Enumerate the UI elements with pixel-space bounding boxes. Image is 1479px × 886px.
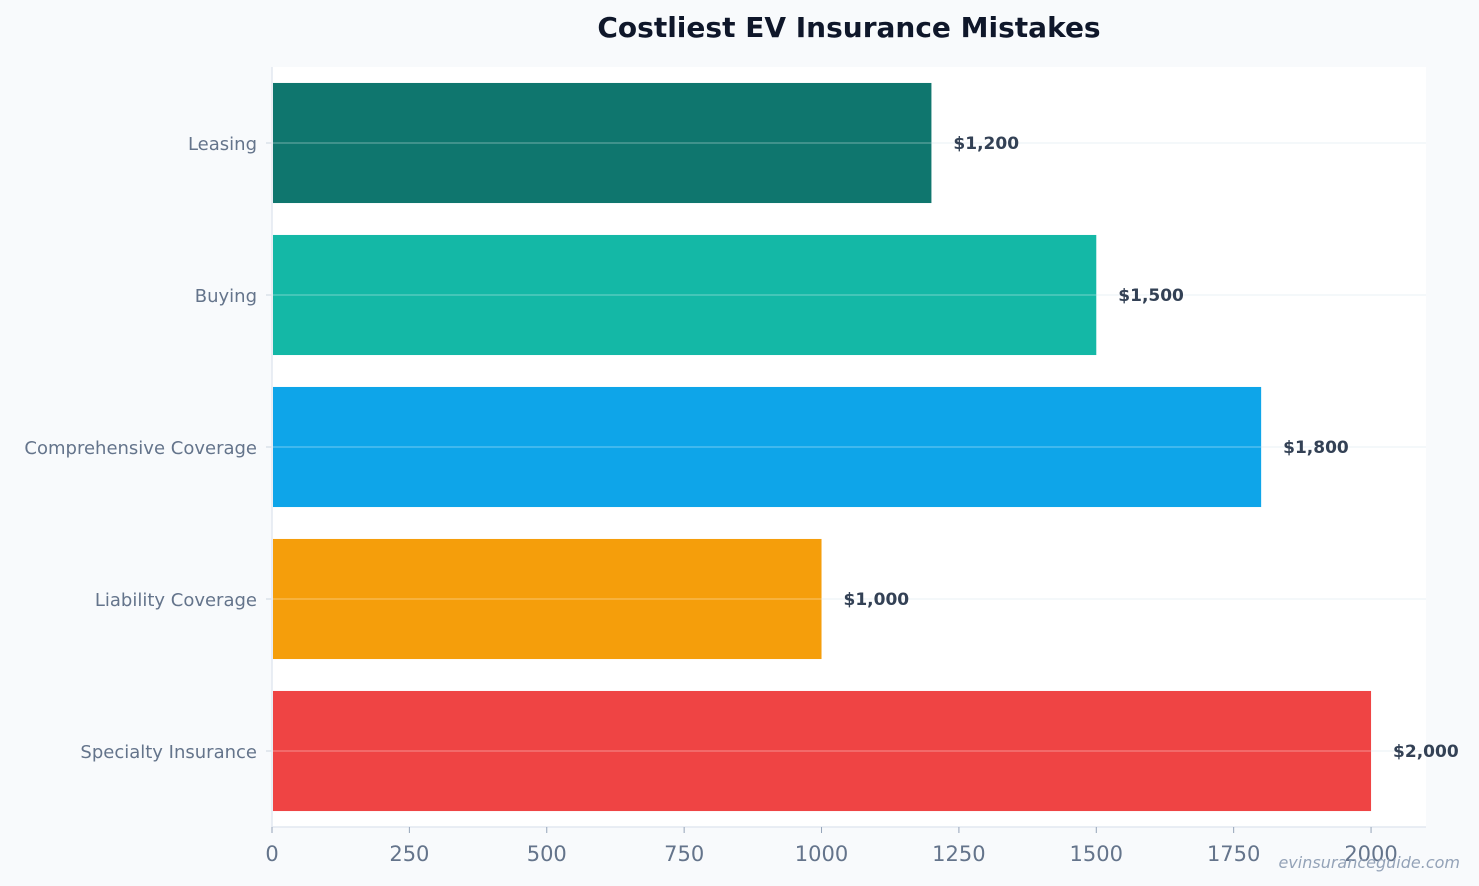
category-label-1: Buying: [195, 286, 257, 307]
bars: $1,200 $1,500 $1,800 $1,000 $2,000: [272, 82, 1459, 812]
category-label-3: Liability Coverage: [95, 590, 257, 611]
bar-4: [273, 690, 1372, 812]
value-label-4: $2,000: [1393, 742, 1459, 762]
bar-3: [273, 538, 822, 660]
bar-1: [273, 234, 1097, 356]
chart-title: Costliest EV Insurance Mistakes: [597, 11, 1100, 44]
x-tick-label-5: 1250: [932, 842, 985, 866]
category-label-4: Specialty Insurance: [80, 742, 257, 763]
value-label-2: $1,800: [1283, 438, 1349, 458]
value-label-0: $1,200: [953, 134, 1019, 154]
x-tick-label-1: 250: [389, 842, 429, 866]
x-tick-label-6: 1500: [1070, 842, 1123, 866]
x-tick-label-7: 1750: [1207, 842, 1260, 866]
value-label-3: $1,000: [844, 590, 910, 610]
x-tick-label-0: 0: [265, 842, 278, 866]
category-label-0: Leasing: [188, 134, 257, 155]
value-label-1: $1,500: [1118, 286, 1184, 306]
x-tick-label-3: 750: [664, 842, 704, 866]
bar-0: [273, 82, 932, 204]
x-tick-label-2: 500: [527, 842, 567, 866]
x-tick-label-4: 1000: [795, 842, 848, 866]
watermark-text: evinsuranceguide.com: [1278, 853, 1460, 872]
axes: Leasing Buying Comprehensive Coverage Liabi…: [24, 67, 1426, 866]
category-label-2: Comprehensive Coverage: [24, 438, 257, 459]
bar-2: [273, 386, 1262, 508]
x-tick-label-8: 2000: [1344, 842, 1397, 866]
